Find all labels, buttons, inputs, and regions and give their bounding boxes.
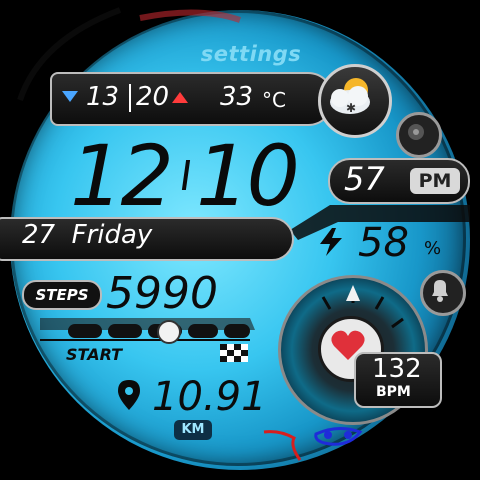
steps-progress-seg [224, 324, 250, 338]
ampm-badge: PM [410, 168, 460, 194]
alarm-button[interactable] [420, 270, 466, 316]
battery-unit: % [424, 238, 442, 259]
steps-progress-seg [68, 324, 102, 338]
location-pin-icon [118, 380, 140, 410]
steps-progress-knob [157, 320, 181, 344]
heart-icon [331, 330, 365, 360]
time-hours: 12 [70, 127, 174, 225]
svg-text:✱: ✱ [346, 101, 356, 115]
app-icon [408, 124, 424, 140]
weather-high: 20 [136, 82, 170, 112]
heart-rate-pill [354, 352, 442, 408]
partly-cloudy-snow-icon: ✱ [330, 78, 370, 115]
battery-value: 58 [358, 220, 409, 266]
distance-unit: KM [174, 420, 212, 440]
steps-value: 5990 [106, 268, 218, 319]
steps-progress-track [62, 320, 252, 344]
heart-rate-unit: BPM [376, 384, 411, 400]
weather-temperature: 33 [220, 82, 254, 112]
start-label: START [66, 345, 123, 364]
steps-label: STEPS [22, 280, 102, 310]
date-pill[interactable] [0, 217, 294, 261]
distance-value: 10.91 [152, 374, 267, 420]
scribble-annotation [263, 427, 363, 461]
weather-pill[interactable] [50, 72, 334, 126]
heart-rate-value: 132 [372, 354, 422, 384]
weather-low: 13 [86, 82, 120, 112]
weather-icon-button[interactable]: ✱ [318, 64, 392, 138]
steps-progress-seg [108, 324, 142, 338]
time-minutes: 10 [196, 127, 300, 225]
settings-link[interactable]: settings [200, 42, 302, 66]
battery-bolt-icon [320, 228, 342, 256]
weather-low-icon [62, 91, 78, 102]
complication-button[interactable] [396, 112, 442, 158]
weather-divider [129, 84, 131, 112]
time-seconds: 57 [344, 160, 385, 198]
steps-progress-seg [188, 324, 218, 338]
weather-high-icon [172, 92, 188, 103]
date-text: 27 Friday [22, 220, 153, 250]
bell-icon [432, 280, 448, 302]
heart-rate-ticks [321, 285, 404, 329]
finish-flag-icon [220, 344, 248, 362]
weather-unit: °C [262, 88, 286, 112]
